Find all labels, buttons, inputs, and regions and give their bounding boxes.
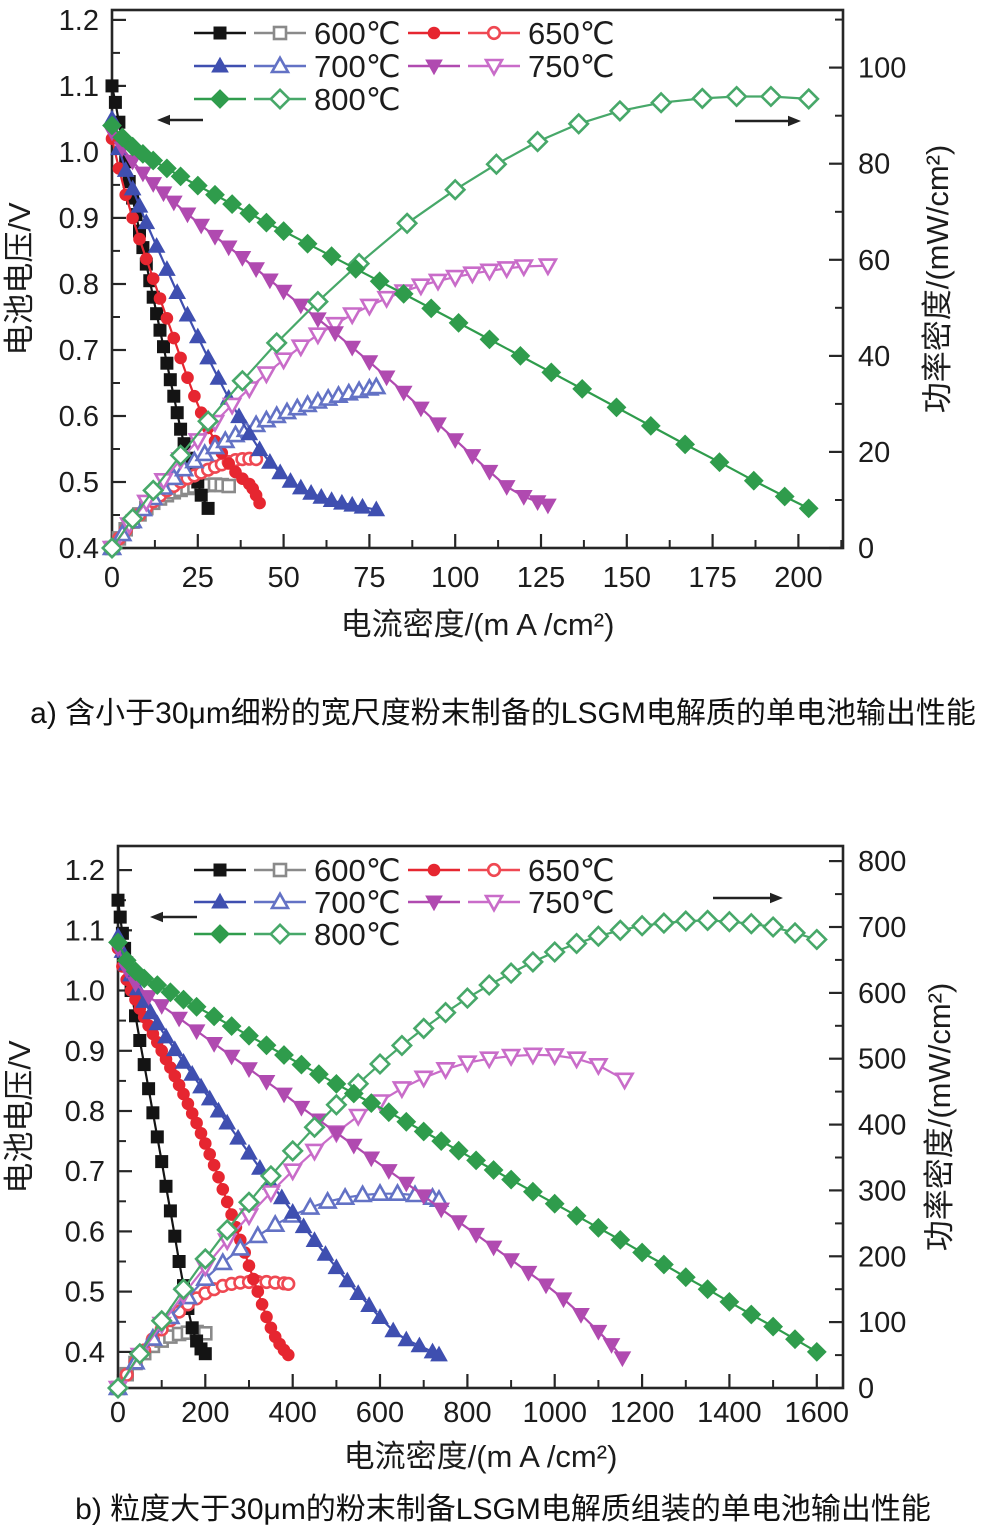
svg-text:400: 400 xyxy=(269,1397,317,1429)
svg-text:0.8: 0.8 xyxy=(59,269,99,301)
x-axis-label: 电流密度/(m A /cm²) xyxy=(344,1439,618,1474)
svg-text:800: 800 xyxy=(858,846,906,878)
svg-text:600: 600 xyxy=(356,1397,404,1429)
legend-label: 700℃ xyxy=(314,885,401,920)
y-axis-right-label: 功率密度/(mW/cm²) xyxy=(920,145,955,414)
svg-text:400: 400 xyxy=(858,1110,906,1142)
svg-text:0: 0 xyxy=(104,562,120,594)
y-axis-right: 0 20 40 60 80 100 功率密度/(mW/cm²) xyxy=(829,18,955,565)
svg-text:40: 40 xyxy=(858,341,890,373)
svg-text:200: 200 xyxy=(774,562,822,594)
svg-text:20: 20 xyxy=(858,437,890,469)
y-axis-left-label: 电池电压/V xyxy=(2,202,37,356)
svg-text:75: 75 xyxy=(353,562,385,594)
plot-frame xyxy=(110,8,845,550)
legend-label: 650℃ xyxy=(528,16,615,51)
svg-text:1.1: 1.1 xyxy=(65,915,105,947)
left-axis-arrow-icon xyxy=(150,911,197,923)
caption-b: b) 粒度大于30μm的粉末制备LSGM电解质组装的单电池输出性能 xyxy=(75,1493,931,1526)
caption-a: a) 含小于30μm细粉的宽尺度粉末制备的LSGM电解质的单电池输出性能 xyxy=(30,697,976,730)
left-axis-arrow-icon xyxy=(157,114,203,126)
y-axis-left: 0.4 0.5 0.6 0.7 0.8 0.9 1.0 1.1 1.2 电池电压/V xyxy=(2,5,126,565)
y-axis-right-label: 功率密度/(mW/cm²) xyxy=(922,983,957,1252)
svg-text:125: 125 xyxy=(517,562,565,594)
svg-text:0.7: 0.7 xyxy=(65,1156,105,1188)
svg-text:500: 500 xyxy=(858,1044,906,1076)
series-650℃-voltage xyxy=(105,132,266,510)
x-axis-label: 电流密度/(m A /cm²) xyxy=(341,607,615,642)
svg-text:0.9: 0.9 xyxy=(65,1036,105,1068)
series-750℃-voltage xyxy=(103,125,557,515)
svg-text:80: 80 xyxy=(858,149,890,181)
legend-label: 600℃ xyxy=(314,853,401,888)
svg-text:25: 25 xyxy=(182,562,214,594)
svg-text:0.5: 0.5 xyxy=(59,467,99,499)
svg-text:1000: 1000 xyxy=(522,1397,587,1429)
legend-label: 750℃ xyxy=(528,49,615,84)
svg-text:0.6: 0.6 xyxy=(65,1216,105,1248)
right-axis-arrow-icon xyxy=(713,892,783,904)
legend-label: 750℃ xyxy=(528,885,615,920)
svg-text:50: 50 xyxy=(267,562,299,594)
svg-text:0.4: 0.4 xyxy=(59,533,99,565)
svg-text:0.4: 0.4 xyxy=(65,1337,105,1369)
svg-text:150: 150 xyxy=(603,562,651,594)
chart-a: 0 25 50 75 100 125 150 175 200 电流密度/(m A /cm²) 0.4… xyxy=(0,0,1006,672)
legend-label: 700℃ xyxy=(314,49,401,84)
series-700℃-power xyxy=(101,376,387,556)
svg-text:1.1: 1.1 xyxy=(59,71,99,103)
legend-label: 800℃ xyxy=(314,917,401,952)
svg-text:0: 0 xyxy=(858,533,874,565)
svg-text:0: 0 xyxy=(110,1397,126,1429)
svg-text:800: 800 xyxy=(443,1397,491,1429)
x-axis: 0 200 400 600 800 1000 1200 1400 1600 电流密度/(m A /… xyxy=(110,1374,849,1474)
svg-text:1200: 1200 xyxy=(610,1397,675,1429)
svg-text:0.5: 0.5 xyxy=(65,1277,105,1309)
svg-text:0.8: 0.8 xyxy=(65,1096,105,1128)
svg-text:1600: 1600 xyxy=(785,1397,850,1429)
series-700℃-power xyxy=(107,1182,450,1396)
svg-text:0.9: 0.9 xyxy=(59,203,99,235)
legend: 600℃ 650℃ 700℃ 750℃ 800℃ xyxy=(194,16,615,117)
svg-text:300: 300 xyxy=(858,1175,906,1207)
svg-text:60: 60 xyxy=(858,245,890,277)
svg-text:100: 100 xyxy=(858,1307,906,1339)
series-800℃-voltage xyxy=(102,115,819,519)
svg-text:1.0: 1.0 xyxy=(59,137,99,169)
svg-text:600: 600 xyxy=(858,978,906,1010)
series-800℃-voltage xyxy=(108,932,827,1362)
legend-label: 650℃ xyxy=(528,853,615,888)
svg-text:1.2: 1.2 xyxy=(59,5,99,37)
svg-text:1.2: 1.2 xyxy=(65,855,105,887)
chart-b: 0 200 400 600 800 1000 1200 1400 1600 电流密度/(m A /… xyxy=(0,840,1006,1480)
svg-text:175: 175 xyxy=(688,562,736,594)
legend-label: 600℃ xyxy=(314,16,401,51)
legend-label: 800℃ xyxy=(314,82,401,117)
svg-text:1400: 1400 xyxy=(697,1397,762,1429)
svg-text:100: 100 xyxy=(431,562,479,594)
right-axis-arrow-icon xyxy=(735,115,801,127)
svg-text:700: 700 xyxy=(858,912,906,944)
svg-text:0.7: 0.7 xyxy=(59,335,99,367)
y-axis-left: 0.4 0.5 0.6 0.7 0.8 0.9 1.0 1.1 1.2 电池电压/V xyxy=(2,855,132,1383)
x-axis: 0 25 50 75 100 125 150 175 200 电流密度/(m A /cm²) xyxy=(104,534,843,642)
svg-text:200: 200 xyxy=(181,1397,229,1429)
svg-text:0: 0 xyxy=(858,1373,874,1405)
plot-frame xyxy=(116,844,845,1390)
svg-text:200: 200 xyxy=(858,1241,906,1273)
y-axis-left-label: 电池电压/V xyxy=(2,1040,37,1194)
series-800℃-power xyxy=(106,909,828,1400)
y-axis-right: 0 100 200 300 400 500 600 700 800 功率密度/(mW/cm²) xyxy=(829,846,957,1405)
svg-text:0.6: 0.6 xyxy=(59,401,99,433)
series-700℃-voltage xyxy=(109,927,448,1362)
svg-text:1.0: 1.0 xyxy=(65,976,105,1008)
svg-text:100: 100 xyxy=(858,53,906,85)
legend: 600℃ 650℃ 700℃ 750℃ 800℃ xyxy=(194,853,615,952)
